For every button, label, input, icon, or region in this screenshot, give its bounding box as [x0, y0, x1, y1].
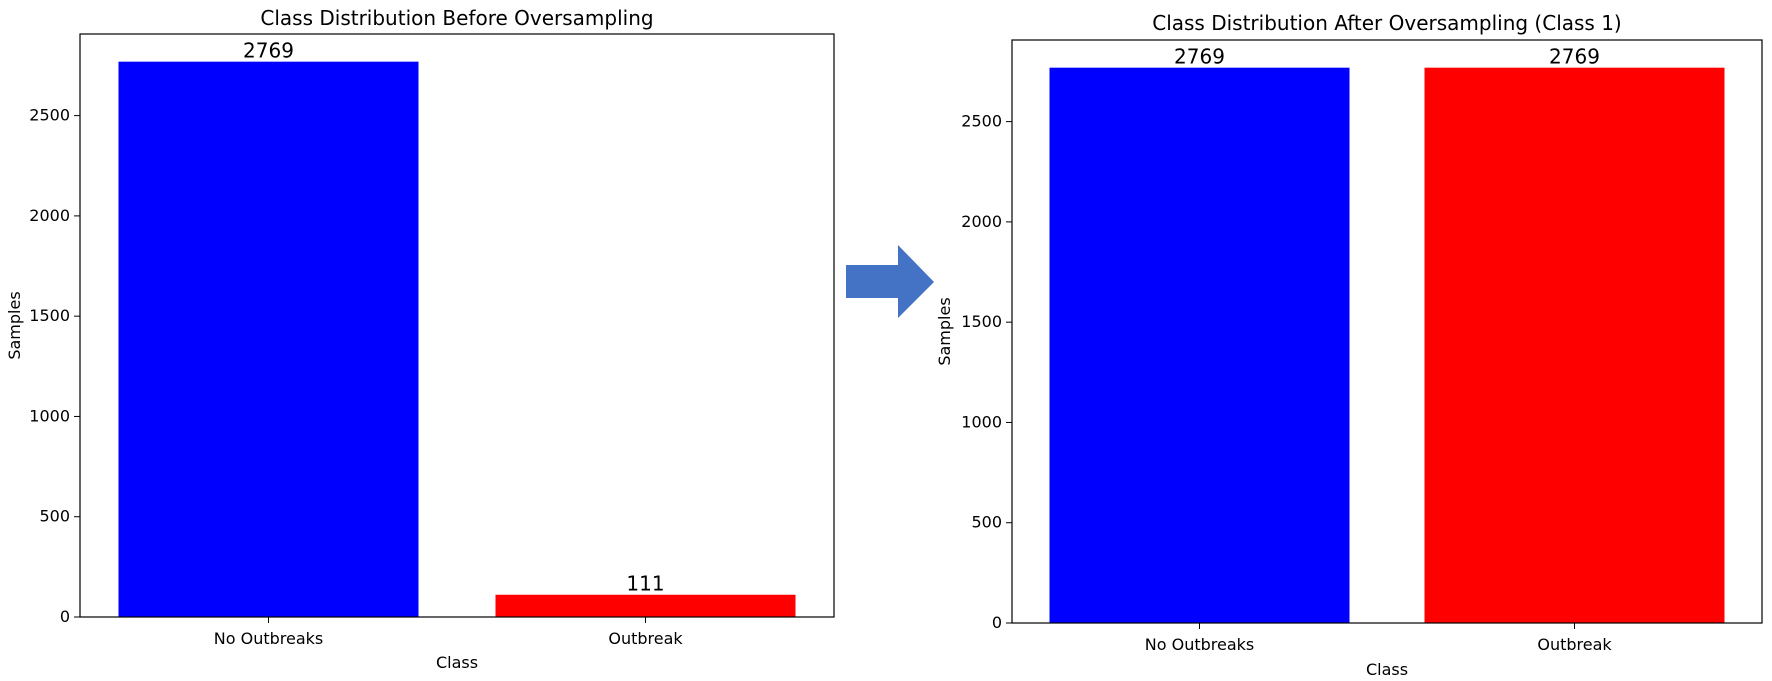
bar-value-label: 2769 — [1549, 45, 1600, 69]
y-axis-label: Samples — [935, 297, 954, 365]
bar-value-label: 111 — [626, 572, 664, 596]
x-tick-label: No Outbreaks — [214, 629, 323, 648]
x-tick-label: Outbreak — [1537, 635, 1612, 654]
y-tick-label: 2000 — [961, 212, 1002, 231]
y-tick-label: 2000 — [29, 206, 70, 225]
y-axis-label: Samples — [5, 291, 24, 359]
y-tick-label: 2500 — [29, 106, 70, 125]
bar — [1049, 67, 1350, 623]
chart-title: Class Distribution Before Oversampling — [260, 6, 653, 30]
bar — [1424, 67, 1725, 623]
chart-after-oversampling: 2769 No Outbreaks 2769 Outbreak 0 500 1000 1500… — [935, 11, 1763, 679]
y-tick-label: 500 — [971, 513, 1002, 532]
right-arrow-icon — [846, 245, 934, 318]
bar — [118, 61, 419, 617]
y-tick-label: 1500 — [29, 306, 70, 325]
x-axis-label: Class — [1366, 660, 1408, 679]
y-tick-label: 1000 — [29, 406, 70, 425]
y-tick-label: 0 — [60, 607, 70, 626]
y-tick-label: 500 — [39, 507, 70, 526]
x-axis-label: Class — [436, 653, 478, 672]
chart-before-oversampling: 2769 No Outbreaks 111 Outbreak 0 500 1000 1500 2… — [5, 6, 835, 672]
bar-value-label: 2769 — [1174, 45, 1225, 69]
y-tick-label: 0 — [992, 613, 1002, 632]
plot-frame — [79, 33, 835, 618]
bar — [495, 594, 796, 617]
chart-title: Class Distribution After Oversampling (C… — [1152, 11, 1622, 35]
y-tick-label: 1500 — [961, 312, 1002, 331]
x-tick-label: No Outbreaks — [1145, 635, 1254, 654]
plot-frame — [1011, 39, 1763, 624]
bar-value-label: 2769 — [243, 39, 294, 63]
y-tick-label: 2500 — [961, 112, 1002, 131]
x-tick-label: Outbreak — [608, 629, 683, 648]
y-tick-label: 1000 — [961, 412, 1002, 431]
